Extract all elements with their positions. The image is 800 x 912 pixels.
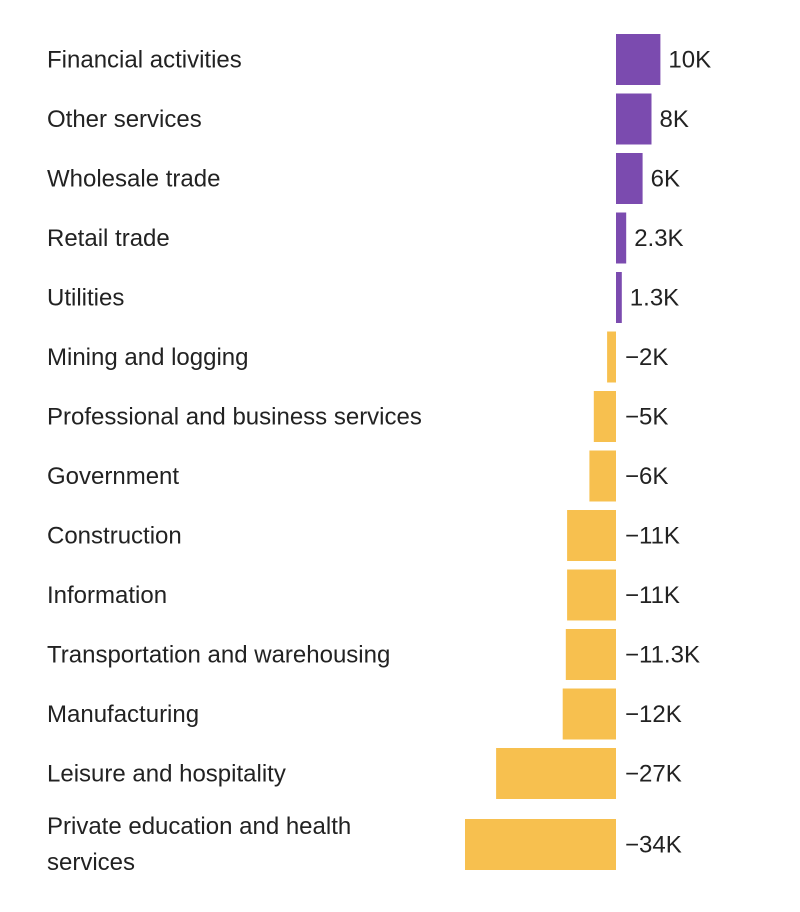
category-label-6: Professional and business services: [47, 404, 422, 431]
bar-0: [616, 34, 661, 85]
value-label-7: −6K: [625, 463, 668, 490]
bar-6: [593, 391, 616, 442]
bar-8: [567, 510, 616, 561]
category-label-9: Information: [47, 582, 167, 609]
category-label-0: Financial activities: [47, 47, 242, 74]
category-label-4: Utilities: [47, 285, 124, 312]
value-label-4: 1.3K: [630, 285, 679, 312]
value-label-3: 2.3K: [634, 225, 683, 252]
value-label-5: −2K: [625, 344, 668, 371]
bar-7: [589, 450, 616, 502]
value-label-2: 6K: [651, 166, 680, 193]
category-label-12: Leisure and hospitality: [47, 761, 286, 788]
category-label-10: Transportation and warehousing: [47, 642, 390, 669]
value-labels-group: 10K 8K 6K 2.3K 1.3K −2K −5K −6K −11K −11K −11.3K −1…: [625, 47, 711, 859]
bar-11: [562, 688, 616, 740]
value-label-6: −5K: [625, 404, 668, 431]
category-label-7: Government: [47, 463, 179, 490]
bar-9: [567, 569, 616, 621]
value-label-10: −11.3K: [625, 642, 700, 669]
value-label-9: −11K: [625, 582, 680, 609]
bar-5: [607, 331, 616, 383]
category-label-2: Wholesale trade: [47, 166, 220, 193]
category-labels-group: Financial activities Other services Wholes…: [47, 47, 422, 877]
category-label-5: Mining and logging: [47, 344, 248, 371]
category-label-11: Manufacturing: [47, 701, 199, 728]
bar-12: [496, 748, 616, 799]
value-label-13: −34K: [625, 832, 682, 859]
bar-13: [465, 819, 616, 870]
value-label-11: −12K: [625, 701, 682, 728]
bar-1: [616, 93, 652, 145]
value-label-1: 8K: [660, 106, 689, 133]
category-label-8: Construction: [47, 523, 182, 550]
category-label-1: Other services: [47, 106, 202, 133]
value-label-12: −27K: [625, 761, 682, 788]
bar-2: [616, 153, 643, 204]
bar-10: [565, 629, 616, 680]
value-label-0: 10K: [668, 47, 711, 74]
value-label-8: −11K: [625, 523, 680, 550]
bar-3: [616, 212, 627, 264]
category-label-3: Retail trade: [47, 225, 170, 252]
bars-group: [465, 34, 661, 870]
bar-4: [616, 272, 622, 323]
category-label-13: Private education and health services: [47, 813, 351, 876]
